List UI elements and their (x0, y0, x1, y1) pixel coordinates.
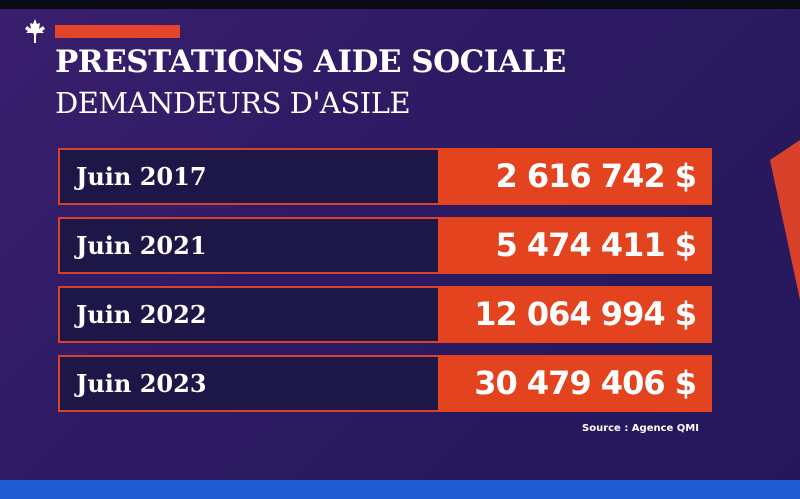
row-value: 12 064 994 $ (438, 286, 712, 343)
source: Source : Agence QMI (582, 423, 699, 434)
row-value: 2 616 742 $ (438, 148, 712, 205)
row-label: Juin 2022 (76, 300, 207, 329)
top-band (0, 0, 800, 9)
table-row: Juin 2021 5 474 411 $ (58, 217, 712, 274)
maple-leaf (25, 19, 45, 43)
row-value: 5 474 411 $ (438, 217, 712, 274)
accent-bar (55, 25, 180, 38)
row-label: Juin 2021 (76, 231, 207, 260)
bottom-band (0, 480, 800, 499)
subtitle: DEMANDEURS D'ASILE (55, 86, 411, 120)
row-value: 30 479 406 $ (438, 355, 712, 412)
table-row: Juin 2017 2 616 742 $ (58, 148, 712, 205)
table-row: Juin 2022 12 064 994 $ (58, 286, 712, 343)
title: PRESTATIONS AIDE SOCIALE (55, 44, 566, 80)
row-label: Juin 2017 (76, 162, 207, 191)
table-row: Juin 2023 30 479 406 $ (58, 355, 712, 412)
row-label: Juin 2023 (76, 369, 207, 398)
decoration (770, 140, 800, 300)
